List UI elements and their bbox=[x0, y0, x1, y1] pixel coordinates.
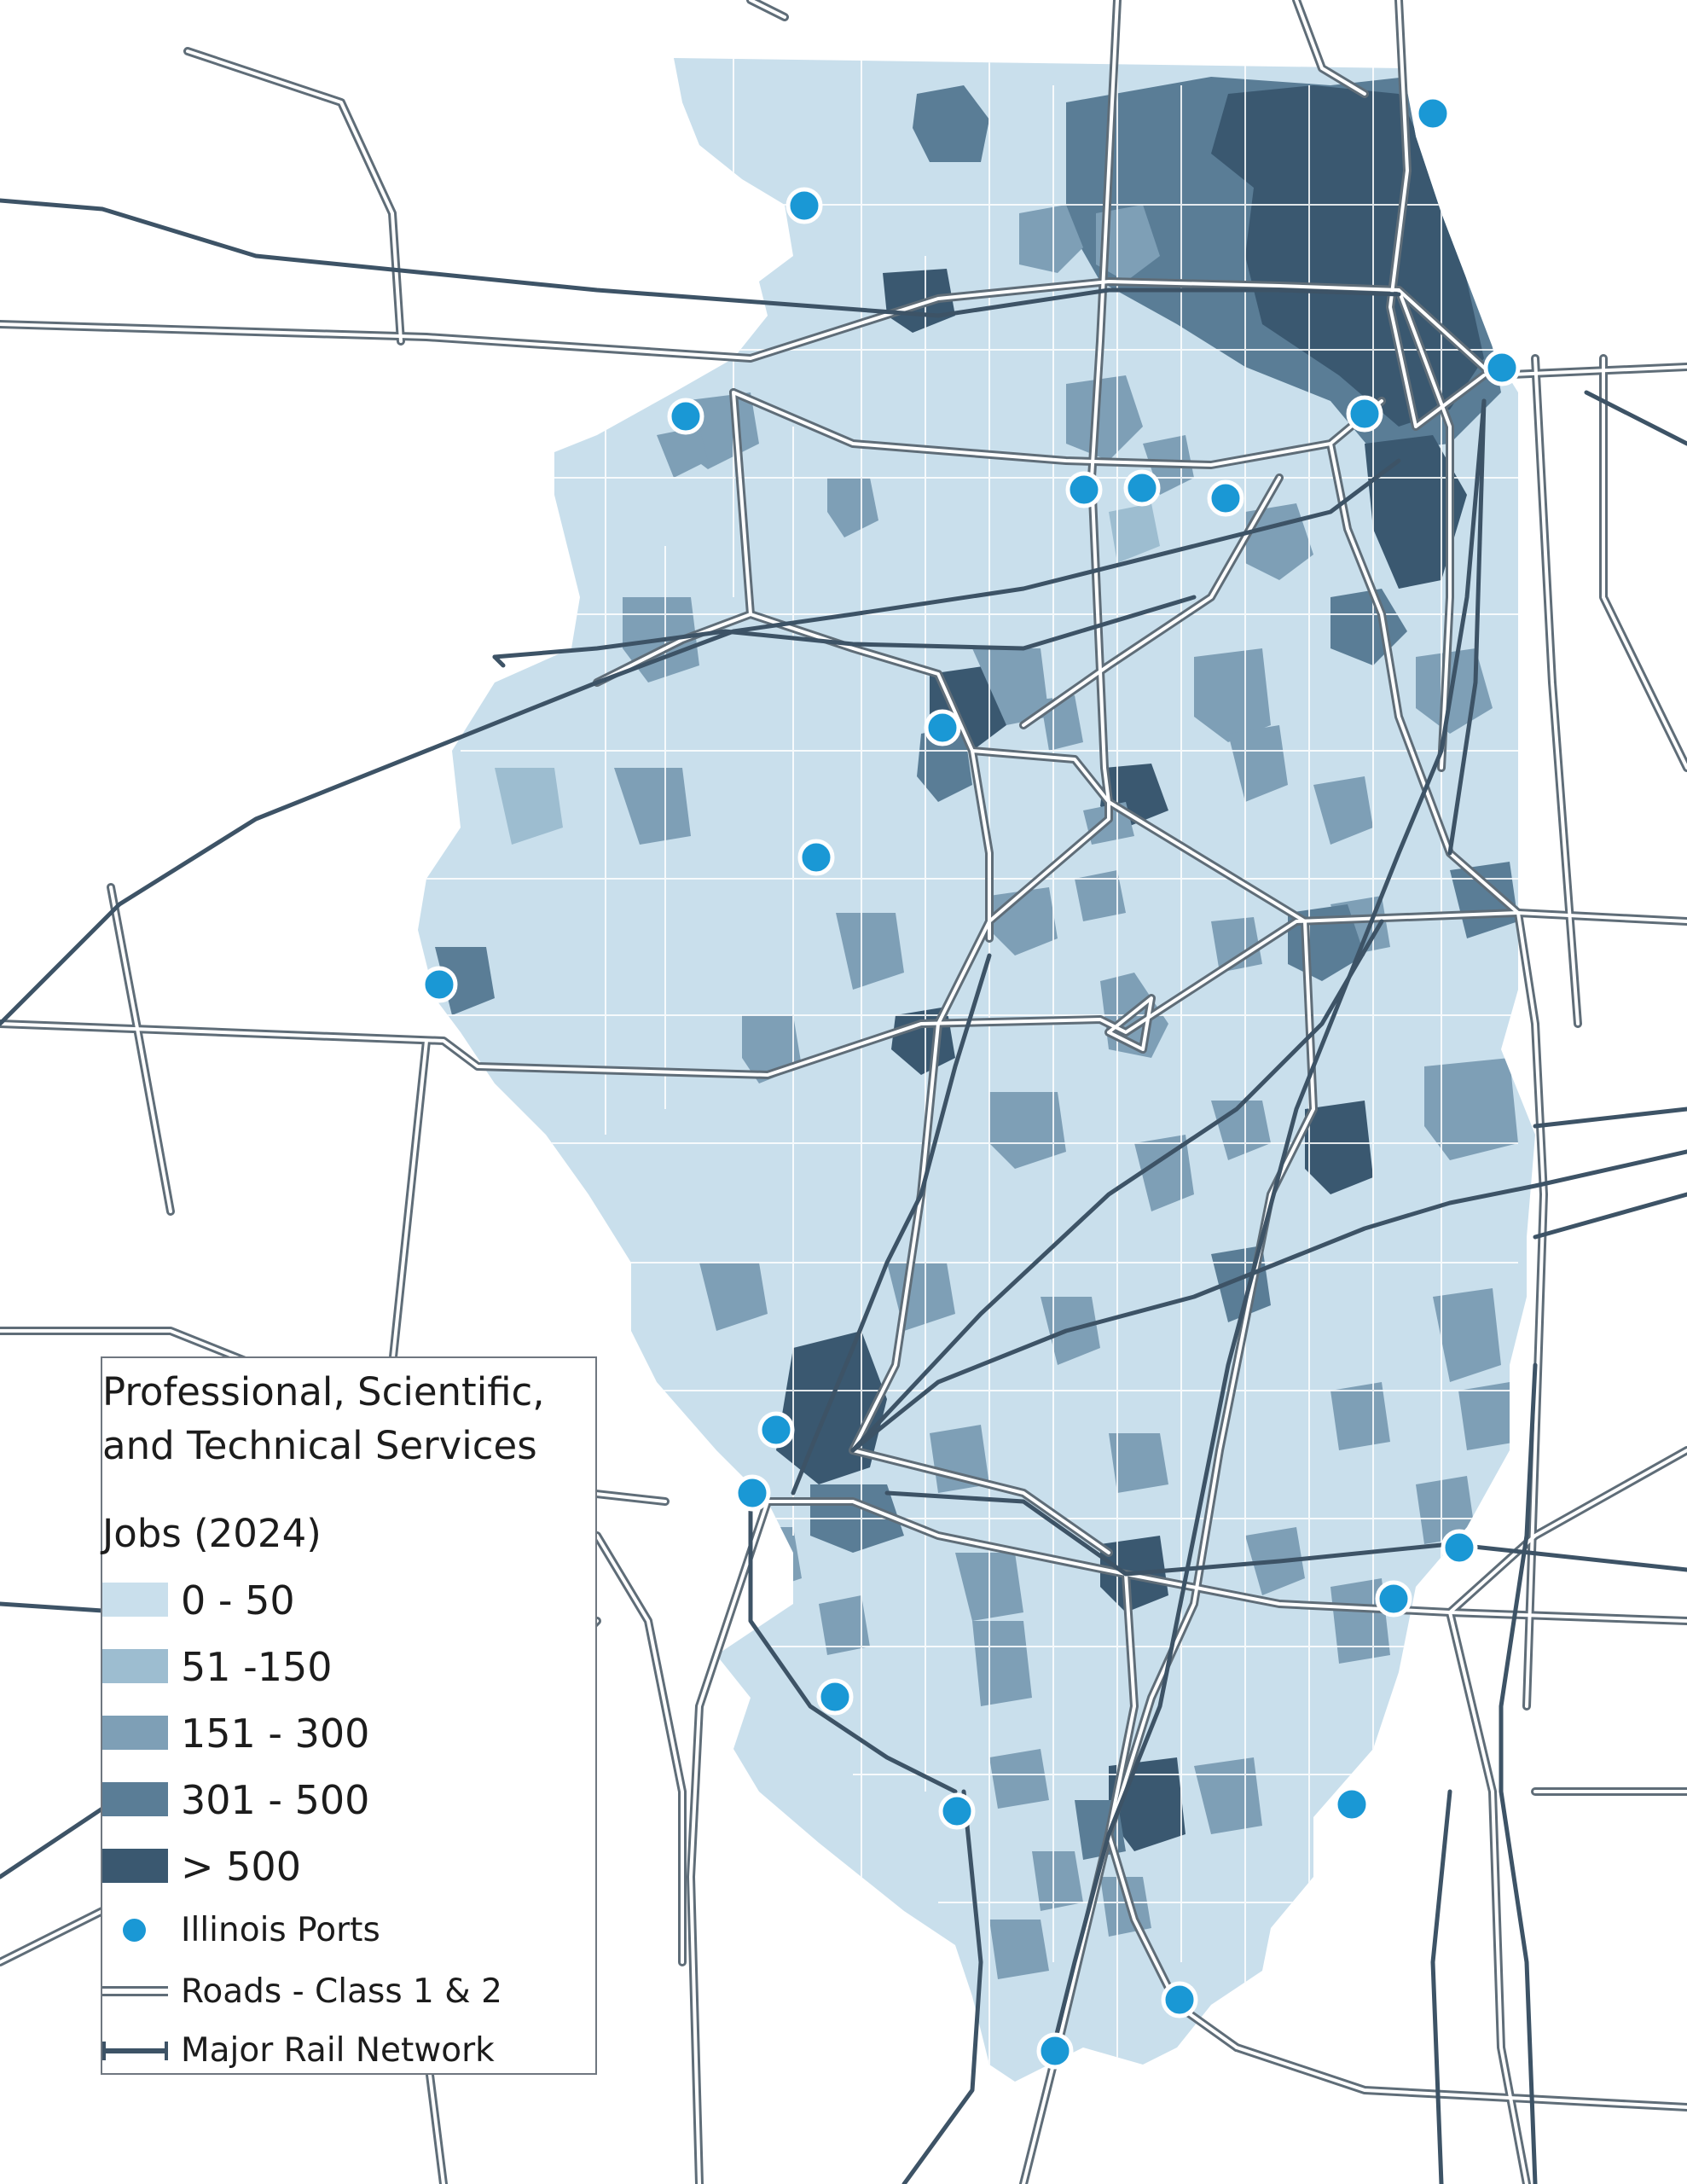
port-marker[interactable] bbox=[1441, 1529, 1478, 1566]
legend-class-row: 301 - 500 bbox=[102, 1776, 588, 1824]
port-icon bbox=[123, 1919, 146, 1942]
port-marker[interactable] bbox=[1375, 1580, 1412, 1618]
legend-rail-row: Major Rail Network bbox=[102, 2027, 588, 2075]
map-legend: Professional, Scientific, and Technical … bbox=[101, 1356, 597, 2075]
port-marker[interactable] bbox=[797, 839, 835, 876]
legend-title: Professional, Scientific, and Technical … bbox=[102, 1369, 545, 1468]
legend-swatch bbox=[102, 1849, 168, 1883]
legend-swatch bbox=[102, 1583, 168, 1617]
legend-class-label: 301 - 500 bbox=[181, 1777, 370, 1823]
port-marker[interactable] bbox=[667, 398, 704, 435]
legend-class-row: 51 -150 bbox=[102, 1643, 588, 1691]
legend-ports-row: Illinois Ports bbox=[102, 1907, 588, 1955]
legend-subtitle: Jobs (2024) bbox=[102, 1511, 322, 1556]
port-marker[interactable] bbox=[1346, 395, 1383, 433]
legend-class-label: 151 - 300 bbox=[181, 1711, 370, 1757]
port-marker[interactable] bbox=[1333, 1786, 1371, 1823]
port-marker[interactable] bbox=[816, 1678, 854, 1716]
port-marker[interactable] bbox=[938, 1792, 976, 1830]
illinois-ports bbox=[420, 95, 1521, 2070]
port-marker[interactable] bbox=[757, 1411, 795, 1449]
port-marker[interactable] bbox=[1036, 2032, 1074, 2070]
port-marker[interactable] bbox=[786, 187, 823, 224]
legend-roads-row: Roads - Class 1 & 2 bbox=[102, 1968, 588, 2016]
port-marker[interactable] bbox=[1065, 471, 1103, 508]
legend-class-label: 0 - 50 bbox=[181, 1577, 295, 1623]
port-marker[interactable] bbox=[1207, 479, 1244, 517]
road-icon bbox=[102, 1986, 168, 1996]
legend-swatch bbox=[102, 1782, 168, 1816]
legend-class-row: > 500 bbox=[102, 1843, 588, 1891]
port-marker[interactable] bbox=[1414, 95, 1452, 132]
port-marker[interactable] bbox=[1483, 349, 1521, 386]
rail-icon bbox=[102, 2042, 168, 2060]
legend-swatch bbox=[102, 1649, 168, 1683]
legend-class-row: 151 - 300 bbox=[102, 1710, 588, 1757]
legend-rail-label: Major Rail Network bbox=[181, 2031, 495, 2070]
legend-ports-label: Illinois Ports bbox=[181, 1911, 380, 1949]
port-marker[interactable] bbox=[1123, 469, 1161, 507]
port-marker[interactable] bbox=[733, 1474, 771, 1512]
job-density-regions bbox=[435, 77, 1518, 1979]
legend-swatch bbox=[102, 1716, 168, 1750]
legend-class-label: 51 -150 bbox=[181, 1644, 333, 1690]
port-marker[interactable] bbox=[1161, 1981, 1198, 2018]
legend-class-label: > 500 bbox=[181, 1844, 301, 1890]
port-marker[interactable] bbox=[420, 966, 458, 1003]
port-marker[interactable] bbox=[924, 709, 961, 746]
legend-roads-label: Roads - Class 1 & 2 bbox=[181, 1972, 502, 2011]
legend-class-row: 0 - 50 bbox=[102, 1577, 588, 1624]
